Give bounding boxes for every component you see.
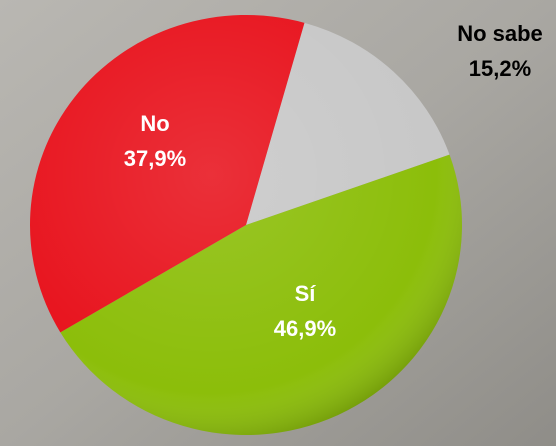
pie [30, 15, 462, 435]
page: {"chart_data": {"type": "pie", "categori… [0, 0, 556, 446]
slice-value-label: 37,9% [124, 146, 186, 171]
slice-category-label: No sabe [457, 21, 543, 46]
slice-category-label: No [140, 111, 169, 136]
slice-value-label: 46,9% [274, 316, 336, 341]
slice-category-label: Sí [295, 281, 317, 306]
slice-value-label: 15,2% [469, 56, 531, 81]
chart: No sabe 15,2% Sí 46,9% No 37,9% [0, 0, 556, 446]
